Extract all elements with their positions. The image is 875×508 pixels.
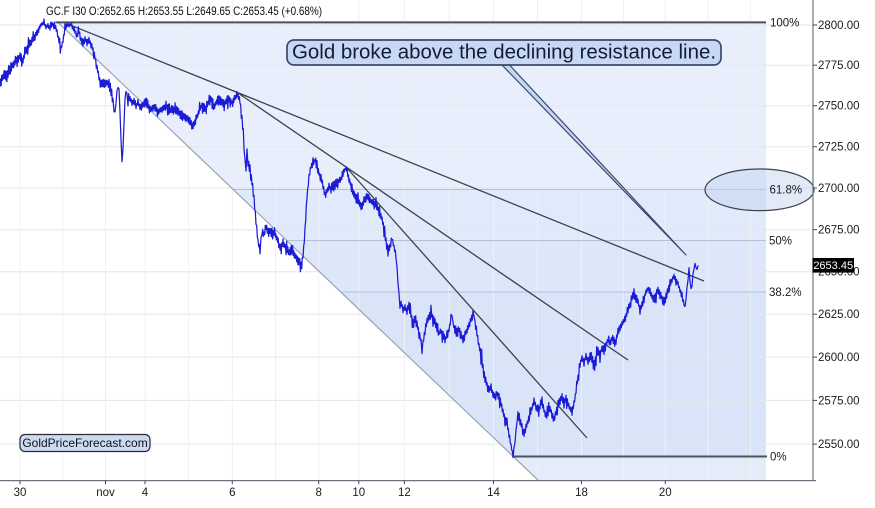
svg-text:50%: 50% [769,236,792,248]
svg-text:2653.45: 2653.45 [813,260,853,272]
svg-text:38.2%: 38.2% [769,287,802,299]
svg-text:nov: nov [96,487,115,499]
svg-text:100%: 100% [770,17,799,29]
svg-text:20: 20 [659,487,672,499]
svg-text:2625.00: 2625.00 [818,309,860,321]
svg-text:2600.00: 2600.00 [818,352,860,364]
svg-text:8: 8 [315,487,321,499]
svg-text:2575.00: 2575.00 [818,395,860,407]
svg-text:GoldPriceForecast.com: GoldPriceForecast.com [22,436,147,450]
svg-text:10: 10 [352,487,365,499]
svg-text:2750.00: 2750.00 [818,101,860,113]
svg-text:30: 30 [14,487,27,499]
svg-text:0%: 0% [770,452,787,464]
svg-text:4: 4 [142,487,149,499]
svg-text:2700.00: 2700.00 [818,183,860,195]
svg-text:2775.00: 2775.00 [818,60,860,72]
svg-text:GC.F I30 O:2652.65 H:2653.55 L: GC.F I30 O:2652.65 H:2653.55 L:2649.65 C… [46,4,322,18]
svg-text:2800.00: 2800.00 [818,20,860,32]
svg-text:14: 14 [487,487,500,499]
svg-text:Gold broke above the declining: Gold broke above the declining resistanc… [292,42,716,64]
svg-text:2550.00: 2550.00 [818,439,860,451]
svg-text:12: 12 [398,487,411,499]
svg-text:2675.00: 2675.00 [818,225,860,237]
svg-text:18: 18 [575,487,588,499]
svg-text:6: 6 [229,487,235,499]
svg-text:2725.00: 2725.00 [818,142,860,154]
svg-text:61.8%: 61.8% [770,185,803,197]
